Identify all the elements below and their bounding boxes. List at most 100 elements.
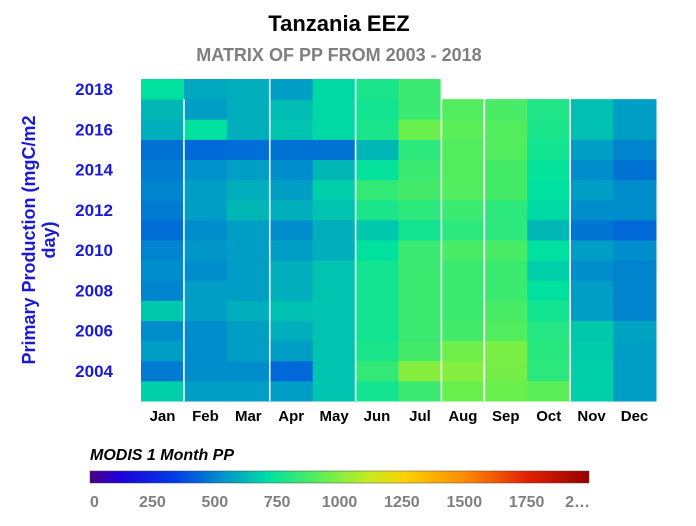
heatmap-cell bbox=[398, 260, 442, 281]
heatmap-cell bbox=[613, 300, 657, 322]
heatmap-cell bbox=[269, 320, 314, 342]
colorbar-tick-label: 1750 bbox=[509, 494, 545, 511]
heatmap-cell bbox=[570, 119, 614, 140]
heatmap-cell bbox=[527, 179, 571, 201]
heatmap-cell bbox=[441, 219, 485, 241]
heatmap-cell bbox=[312, 119, 357, 140]
heatmap-cell bbox=[527, 380, 571, 402]
heatmap-cell bbox=[226, 300, 271, 322]
heatmap-cell bbox=[484, 360, 528, 382]
heatmap-cell bbox=[269, 260, 314, 281]
heatmap-cell bbox=[226, 360, 271, 382]
heatmap-cell bbox=[141, 79, 185, 100]
heatmap-cell bbox=[183, 360, 228, 382]
heatmap-cell bbox=[398, 380, 442, 402]
heatmap-cell bbox=[527, 260, 571, 281]
heatmap-cell bbox=[527, 99, 571, 120]
y-tick-label: 2004 bbox=[75, 362, 113, 381]
colorbar-ticks: 0 250 500 750 1000 1250 1500 1750 2… bbox=[90, 494, 590, 511]
heatmap-cell bbox=[226, 280, 271, 301]
heatmap-cell bbox=[613, 159, 657, 181]
heatmap-cell bbox=[226, 99, 271, 120]
heatmap-cell bbox=[183, 179, 228, 201]
heatmap-cell bbox=[141, 139, 185, 161]
heatmap-cell bbox=[398, 219, 442, 241]
heatmap-cell bbox=[183, 99, 228, 120]
heatmap-cell bbox=[141, 380, 185, 402]
heatmap-cell bbox=[484, 340, 528, 362]
heatmap-cell bbox=[484, 139, 528, 161]
x-tick-label: Jun bbox=[364, 408, 391, 425]
heatmap-cell bbox=[141, 320, 185, 342]
y-tick-label: 2010 bbox=[75, 241, 113, 260]
heatmap-cell bbox=[269, 159, 314, 181]
heatmap-cell bbox=[141, 360, 185, 382]
heatmap-cell bbox=[355, 340, 399, 362]
heatmap-cell bbox=[570, 320, 614, 342]
heatmap-cell bbox=[398, 139, 442, 161]
heatmap-cell bbox=[613, 340, 657, 362]
heatmap-cell bbox=[141, 240, 185, 261]
heatmap-cell bbox=[527, 340, 571, 362]
heatmap-cell bbox=[484, 260, 528, 281]
heatmap-cell bbox=[398, 360, 442, 382]
heatmap-cell bbox=[226, 159, 271, 181]
heatmap-cell bbox=[484, 159, 528, 181]
y-axis-label-line-2: day) bbox=[39, 221, 59, 258]
heatmap-cell bbox=[312, 159, 357, 181]
heatmap-cell bbox=[527, 139, 571, 161]
heatmap-cell bbox=[398, 79, 442, 100]
y-tick-label: 2014 bbox=[75, 161, 113, 180]
heatmap-cell bbox=[527, 240, 571, 261]
x-tick-label: Jan bbox=[150, 408, 176, 425]
heatmap-cell bbox=[398, 179, 442, 201]
heatmap-cell bbox=[484, 219, 528, 241]
heatmap-cell bbox=[269, 380, 314, 402]
heatmap-cell bbox=[398, 240, 442, 261]
heatmap-cell bbox=[570, 240, 614, 261]
colorbar-tick-label: 750 bbox=[264, 494, 291, 511]
heatmap-cell bbox=[355, 139, 399, 161]
heatmap-cell bbox=[613, 380, 657, 402]
heatmap-cell bbox=[441, 260, 485, 281]
heatmap-cell bbox=[484, 179, 528, 201]
heatmap-cell bbox=[141, 179, 185, 201]
colorbar bbox=[89, 470, 590, 484]
x-axis-ticks: Jan Feb Mar Apr May Jun Jul Aug Sep Oct Nov Dec bbox=[150, 408, 649, 425]
heatmap-cell bbox=[141, 199, 185, 221]
heatmap-cell bbox=[527, 219, 571, 241]
heatmap-cell bbox=[484, 199, 528, 221]
heatmap-cell bbox=[183, 119, 228, 140]
heatmap-cell bbox=[484, 300, 528, 322]
heatmap-cell bbox=[441, 199, 485, 221]
colorbar-tick-label: 1500 bbox=[447, 494, 483, 511]
heatmap-cell bbox=[441, 240, 485, 261]
heatmap-cell bbox=[226, 139, 271, 161]
heatmap-cell bbox=[613, 99, 657, 120]
colorbar-label: MODIS 1 Month PP bbox=[90, 447, 234, 464]
heatmap-cell bbox=[398, 320, 442, 342]
heatmap-cell bbox=[226, 179, 271, 201]
heatmap-cell bbox=[269, 99, 314, 120]
heatmap-cell bbox=[183, 139, 228, 161]
heatmap-cell bbox=[226, 79, 271, 100]
heatmap-cell bbox=[269, 240, 314, 261]
heatmap-cell bbox=[141, 340, 185, 362]
heatmap-cell bbox=[141, 99, 185, 120]
heatmap-cell bbox=[441, 340, 485, 362]
colorbar-tick-label: 1000 bbox=[322, 494, 358, 511]
colorbar-tick-label: 1250 bbox=[384, 494, 420, 511]
heatmap-cell bbox=[312, 360, 357, 382]
heatmap-cell bbox=[570, 139, 614, 161]
heatmap-cell bbox=[355, 320, 399, 342]
heatmap-cell bbox=[613, 139, 657, 161]
heatmap-cell bbox=[527, 320, 571, 342]
heatmap-cell bbox=[613, 199, 657, 221]
heatmap-cell bbox=[441, 360, 485, 382]
y-tick-label: 2012 bbox=[75, 201, 113, 220]
heatmap-cell bbox=[398, 300, 442, 322]
heatmap-cell bbox=[355, 99, 399, 120]
heatmap-cell bbox=[527, 280, 571, 301]
heatmap-cell bbox=[398, 340, 442, 362]
heatmap-cell bbox=[141, 260, 185, 281]
